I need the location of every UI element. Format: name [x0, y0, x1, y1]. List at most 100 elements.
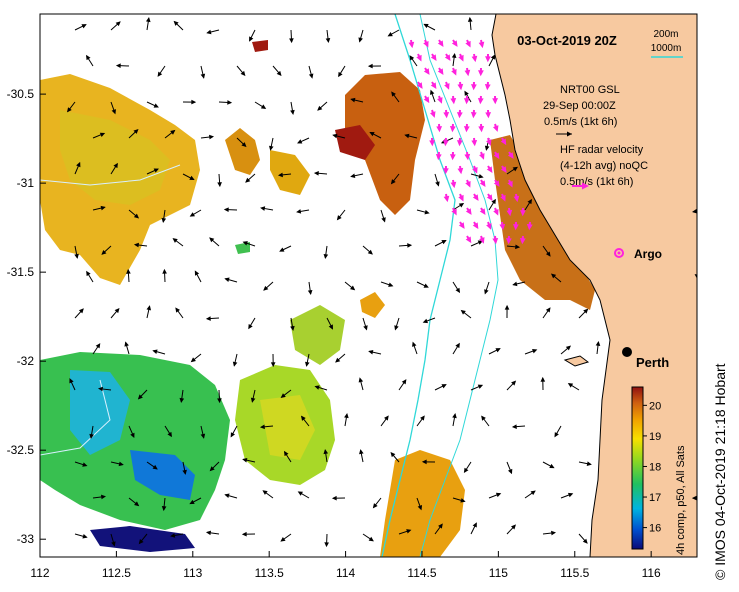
radar-arrow-head — [485, 56, 491, 63]
model-arrow-head — [277, 172, 283, 178]
model-arrow-head — [200, 433, 206, 439]
model-arrow-head — [280, 393, 286, 399]
model-arrow-head — [78, 308, 84, 314]
model-arrow-head — [224, 493, 230, 498]
model-arrow-head — [455, 342, 460, 349]
radar-arrow-head — [471, 55, 478, 63]
model-arrow-head — [99, 132, 106, 137]
radar-arrow-head — [435, 154, 442, 161]
model-arrow-head — [435, 181, 440, 187]
model-arrow-head — [495, 492, 502, 498]
model-arrow-head — [209, 466, 215, 472]
model-arrow-head — [240, 70, 246, 77]
radar-arrow-head — [472, 167, 478, 174]
model-arrow-head — [279, 247, 285, 252]
model-arrow-head — [97, 386, 103, 392]
model-arrow-head — [368, 536, 374, 542]
lat-tick-label: -31.5 — [7, 265, 35, 279]
model-arrow-head — [290, 325, 295, 331]
model-arrow-head — [424, 209, 430, 215]
model-arrow-head — [323, 448, 329, 455]
radar-arrow-head — [430, 54, 437, 61]
radar-arrow-head — [423, 68, 430, 75]
colorbar-label: 4h comp, p50, All Sats — [675, 445, 687, 555]
sst-patch-northwest-inner — [60, 110, 170, 205]
model-arrow-head — [313, 171, 319, 176]
radar-arrow-head — [478, 126, 485, 133]
model-arrow-head — [409, 55, 415, 61]
radar-arrow-head — [443, 195, 450, 203]
sst-patch-north-centre-2 — [270, 150, 310, 195]
model-arrow-head — [586, 461, 592, 466]
sst-patch-southwest-blue — [130, 450, 195, 500]
model-arrow-head — [350, 173, 356, 178]
radar-arrow-head — [430, 82, 437, 90]
isobath-1000-label: 1000m — [651, 43, 682, 54]
model-arrow-head — [191, 99, 197, 105]
model-arrow-head — [338, 71, 343, 78]
model-arrow-head — [81, 24, 87, 29]
argo-label: Argo — [634, 247, 662, 261]
model-arrow-head — [241, 531, 247, 537]
model-arrow-head — [189, 175, 195, 181]
radar-arrow-head — [443, 112, 450, 119]
model-arrow-head — [325, 38, 331, 44]
radar-arrow-head — [520, 210, 526, 217]
model-arrow-head — [179, 397, 185, 404]
lon-tick-label: 112 — [30, 566, 49, 580]
colorbar-tick-label: 20 — [649, 400, 661, 412]
hf-radar-arrows — [408, 39, 533, 245]
model-arrow-head — [205, 316, 211, 321]
credit-label: © IMOS 04-Oct-2019 21:18 Hobart — [712, 363, 728, 580]
colorbar-gradient — [631, 386, 644, 550]
model-arrow-head — [423, 23, 429, 29]
model-arrow-head — [430, 89, 435, 95]
model-arrow-head — [451, 52, 457, 59]
lon-tick-label: 114 — [336, 566, 355, 580]
radar-arrow-head — [477, 98, 484, 105]
model-arrow-head — [242, 241, 248, 246]
colorbar-tick-label: 19 — [649, 431, 661, 443]
model-arrow-head — [484, 289, 489, 295]
lon-tick-label: 114.5 — [407, 566, 436, 580]
radar-arrow-head — [451, 208, 457, 216]
model-arrow-head — [66, 107, 72, 113]
model-arrow-head — [323, 253, 329, 260]
sst-patch-small-red — [252, 40, 268, 52]
model-arrow-head — [477, 240, 484, 245]
model-arrow-head — [262, 490, 268, 495]
model-arrow-head — [133, 213, 140, 219]
model-arrow-head — [162, 268, 167, 274]
argo-float-marker[interactable] — [614, 248, 624, 258]
model-arrow-head — [344, 413, 349, 419]
perth-label: Perth — [636, 355, 669, 370]
model-arrow-head — [95, 343, 101, 349]
radar-arrow-head — [526, 224, 533, 231]
model-arrow-head — [582, 538, 588, 544]
radar-arrow-head — [500, 138, 507, 146]
radar-arrow-head — [430, 111, 436, 118]
model-arrow-head — [567, 383, 574, 388]
model-arrow-head — [495, 348, 501, 353]
perth-marker[interactable] — [622, 347, 632, 357]
model-arrow-head — [209, 237, 215, 243]
model-arrow-head — [530, 490, 536, 496]
model-arrow-head — [455, 287, 461, 294]
model-arrow-head — [545, 251, 551, 257]
model-arrow-head — [359, 449, 364, 455]
model-arrow — [703, 426, 705, 438]
model-arrow-head — [276, 70, 282, 76]
model-arrow-head — [481, 415, 486, 421]
model-arrow-head — [248, 323, 253, 330]
model-arrow-head — [511, 380, 517, 386]
model-arrow-head — [170, 533, 176, 538]
model-arrow-head — [545, 307, 551, 313]
land-australia — [491, 14, 697, 557]
model-arrow-head — [484, 145, 490, 151]
radar-arrow-head — [437, 68, 444, 75]
model-arrow-head — [713, 140, 716, 143]
sst-patch-southwest-cyan — [70, 370, 130, 455]
radar-arrow-head — [449, 126, 456, 133]
model-arrow-head — [134, 501, 140, 507]
model-arrow-head — [458, 203, 465, 208]
